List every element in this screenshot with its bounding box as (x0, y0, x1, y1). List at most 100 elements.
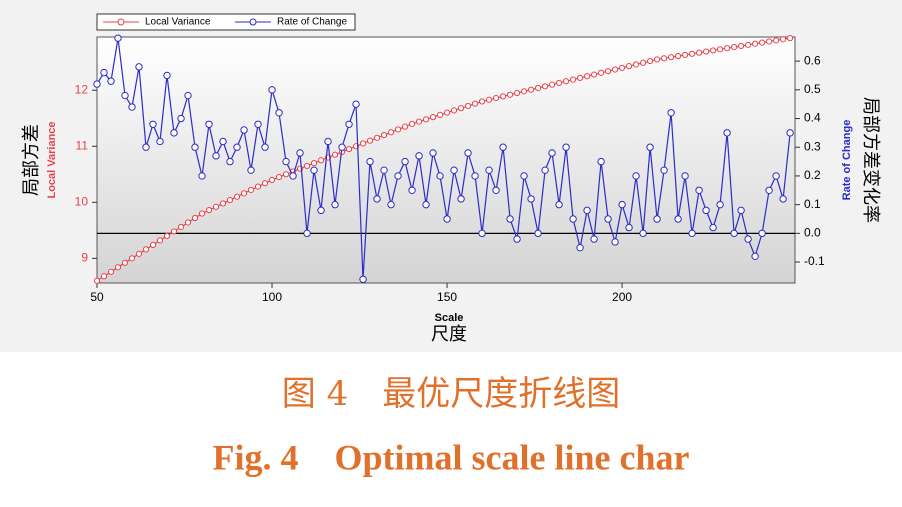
marker (394, 126, 402, 133)
marker (737, 42, 745, 50)
marker (233, 193, 241, 200)
marker (100, 68, 108, 77)
marker (506, 91, 514, 98)
marker (359, 275, 367, 283)
marker (702, 206, 710, 215)
marker (744, 41, 752, 48)
marker (625, 63, 633, 70)
x-tick-label: 150 (437, 290, 457, 304)
marker (436, 172, 444, 180)
marker (415, 152, 423, 160)
marker (639, 59, 647, 66)
marker (415, 118, 423, 125)
marker (597, 157, 605, 166)
marker (702, 48, 710, 55)
marker (387, 129, 395, 136)
marker (611, 66, 619, 73)
marker (709, 223, 717, 232)
marker (499, 93, 507, 100)
marker (632, 172, 640, 180)
marker (401, 123, 409, 130)
marker (723, 45, 731, 52)
marker (338, 143, 346, 151)
marker (625, 223, 633, 232)
marker (429, 149, 437, 157)
marker (149, 120, 157, 128)
series-line (96, 38, 791, 280)
caption-cn: 图 4 最优尺度折线图 (282, 374, 620, 414)
marker (737, 206, 745, 215)
marker (653, 56, 661, 63)
marker (492, 186, 500, 194)
marker (184, 91, 192, 100)
marker (590, 235, 598, 243)
marker (352, 100, 360, 108)
marker (751, 252, 759, 261)
marker (142, 143, 150, 151)
marker (555, 79, 563, 87)
y-tick-label: 9 (81, 251, 88, 265)
marker (604, 68, 612, 75)
marker (436, 111, 444, 118)
marker (303, 229, 311, 238)
marker (170, 129, 178, 137)
marker (618, 200, 626, 209)
marker (191, 143, 199, 151)
y-axis-label: Local Variance (46, 121, 58, 198)
marker (457, 105, 465, 112)
y2-tick-label: 0.1 (804, 197, 821, 211)
marker (716, 200, 724, 209)
plot-area (96, 36, 796, 284)
marker (93, 277, 101, 284)
marker (674, 215, 682, 223)
x-tick-label: 50 (90, 290, 104, 304)
marker (464, 149, 472, 157)
marker (289, 172, 297, 180)
marker (114, 264, 122, 271)
marker (184, 219, 192, 226)
marker (485, 166, 493, 174)
marker (506, 215, 514, 223)
marker (233, 143, 241, 151)
marker (541, 166, 549, 174)
marker (583, 73, 591, 80)
marker (331, 151, 339, 158)
marker (681, 172, 689, 180)
y2-tick-label: 0.6 (804, 53, 821, 67)
marker (772, 172, 780, 180)
marker (310, 166, 318, 174)
marker (282, 157, 290, 166)
marker (520, 172, 528, 180)
marker (226, 157, 234, 166)
marker (177, 223, 185, 231)
marker (107, 268, 115, 275)
marker (562, 78, 570, 85)
marker (485, 96, 493, 103)
marker (268, 176, 276, 183)
marker (387, 200, 395, 209)
marker (310, 159, 318, 167)
x-axis-label: Scale (435, 312, 464, 324)
marker (527, 195, 535, 203)
marker (156, 137, 164, 146)
marker (366, 157, 374, 166)
y-tick-label: 11 (76, 138, 89, 152)
y-tick-label: 10 (75, 194, 89, 208)
marker (597, 69, 605, 76)
marker (128, 255, 136, 262)
marker (345, 145, 353, 153)
marker (212, 152, 220, 160)
y2-tick-label: 0.3 (804, 139, 821, 153)
marker (443, 109, 451, 116)
marker (527, 86, 535, 93)
marker (569, 215, 577, 223)
marker (247, 186, 255, 194)
y2-axis-label: Rate of Change (841, 120, 853, 201)
marker (464, 102, 472, 110)
series-line (96, 37, 791, 282)
marker (163, 71, 171, 80)
marker (198, 210, 206, 217)
marker (366, 137, 374, 144)
